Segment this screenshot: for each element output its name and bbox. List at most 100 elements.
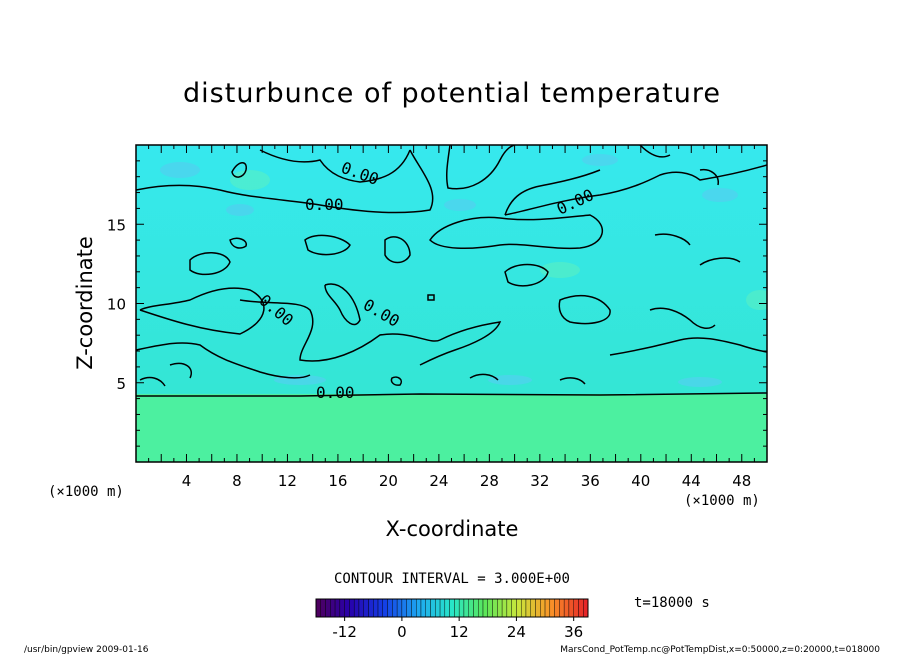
colorbar-segment	[468, 598, 474, 618]
contour-small-loop-d	[427, 294, 435, 301]
colorbar-segment	[344, 598, 350, 618]
colorbar-segment	[444, 598, 450, 618]
x-tick-label: 4	[182, 472, 192, 490]
colorbar-segment	[353, 598, 360, 618]
x-tick-label: 20	[379, 472, 398, 490]
colorbar-segment	[540, 598, 546, 618]
colorbar-segment	[506, 598, 512, 618]
x-tick-label: 24	[429, 472, 448, 490]
colorbar-segment	[439, 598, 446, 618]
colorbar-segment	[435, 598, 441, 618]
contour-top-mid	[259, 149, 411, 183]
y-axis-unit: (×1000 m)	[48, 484, 124, 500]
colorbar-segment	[525, 598, 531, 618]
contour-right-wiggle-b	[654, 233, 691, 246]
colorbar-tick-label: -12	[332, 623, 357, 641]
contour-small-loop	[231, 162, 247, 178]
colorbar-segment	[573, 598, 579, 618]
colorbar-tick-label: 24	[507, 623, 526, 641]
colorbar-segment	[334, 598, 341, 618]
colorbar-segment	[563, 598, 570, 618]
x-tick-label: 44	[682, 472, 701, 490]
contour-left-wiggle	[139, 376, 166, 387]
time-label: t=18000 s	[634, 595, 710, 611]
colorbar-segment	[492, 598, 498, 618]
contour-right-wiggle-d	[699, 168, 719, 186]
colorbar-segment	[349, 598, 355, 618]
colorbar-segment	[425, 598, 431, 618]
contour-label: 0.00	[316, 383, 355, 402]
colorbar-segment	[454, 598, 460, 618]
colorbar-segment	[578, 598, 584, 618]
colorbar-segment	[511, 598, 517, 618]
colorbar-tick-label: 0	[397, 623, 407, 641]
contour-lower-right	[609, 337, 767, 356]
colorbar-segment	[516, 598, 522, 618]
contour-center-wave	[239, 299, 502, 366]
colorbar-segment	[396, 598, 403, 618]
colorbar-segment	[363, 598, 369, 618]
colorbar-segment	[377, 598, 384, 618]
y-tick-label: 10	[107, 296, 126, 314]
contour-lines	[136, 145, 767, 397]
x-axis: 4 8 12 16 20 24 28 32 36 40 44 48	[148, 145, 755, 490]
colorbar-segment	[535, 598, 541, 618]
colorbar-segment	[473, 598, 479, 618]
x-tick-label: 36	[581, 472, 600, 490]
colorbar-segment	[330, 598, 336, 618]
contour-mid-wiggle-b	[559, 377, 586, 385]
contour-right-wiggle-c	[649, 307, 716, 330]
colorbar-segment	[416, 598, 422, 618]
y-axis-label: Z-coordinate	[73, 236, 97, 370]
x-tick-label: 12	[278, 472, 297, 490]
colorbar-segment	[559, 598, 565, 618]
colorbar-ticks: -12 0 12 24 36	[332, 617, 583, 641]
contour-top-right-mid	[446, 145, 516, 190]
colorbar-segment	[430, 598, 436, 618]
colorbar-segment	[373, 598, 379, 618]
x-tick-label: 8	[232, 472, 242, 490]
colorbar-segment	[320, 598, 326, 618]
contour-blob-c	[504, 263, 549, 287]
colorbar-segment	[449, 598, 455, 618]
contour-lower-left	[136, 342, 311, 379]
colorbar-segment	[568, 598, 574, 618]
colorbar-segment	[387, 598, 393, 618]
colorbar-segment	[368, 598, 374, 618]
colorbar-segment	[406, 598, 412, 618]
colorbar-tick-label: 36	[564, 623, 583, 641]
colorbar-segment	[530, 598, 536, 618]
colorbar-segment	[478, 598, 484, 618]
contour-top-right	[639, 145, 671, 158]
contour-blob-a	[304, 234, 351, 256]
contour-base	[136, 392, 767, 397]
colorbar-segment	[482, 598, 488, 618]
x-tick-label: 16	[328, 472, 347, 490]
contour-right-upper-inner	[504, 169, 601, 216]
y-axis: 5 10 15	[107, 160, 767, 447]
colorbar-segment	[554, 598, 560, 618]
colorbar-segment	[520, 598, 527, 618]
footer-left: /usr/bin/gpview 2009-01-16	[24, 645, 149, 654]
colorbar-segment	[544, 598, 551, 618]
field-area: 0.00 0.00 0.00 0.00 0.00 0.00	[136, 145, 767, 462]
contour-interval: CONTOUR INTERVAL = 3.000E+00	[334, 571, 570, 587]
colorbar-segment	[420, 598, 426, 618]
contour-blob-d	[189, 252, 231, 276]
contour-right-mid-blob	[558, 294, 611, 325]
footer-right: MarsCond_PotTemp.nc@PotTempDist,x=0:5000…	[560, 645, 880, 654]
field-warm-blobs	[230, 170, 767, 310]
colorbar-segment	[325, 598, 331, 618]
colorbar	[315, 598, 589, 618]
upper-layer-field	[136, 145, 767, 397]
contour-blob-b	[384, 236, 411, 264]
contour-left-wiggle-b	[169, 362, 192, 379]
colorbar-segment	[392, 598, 398, 618]
contour-right-upper	[504, 164, 767, 216]
x-axis-unit: (×1000 m)	[684, 493, 760, 509]
lower-layer-field	[136, 394, 767, 462]
x-axis-label: X-coordinate	[386, 517, 519, 541]
contour-label: 0.00	[305, 195, 344, 214]
chart-title: disturbunce of potential temperature	[183, 78, 721, 109]
x-tick-label: 40	[631, 472, 650, 490]
